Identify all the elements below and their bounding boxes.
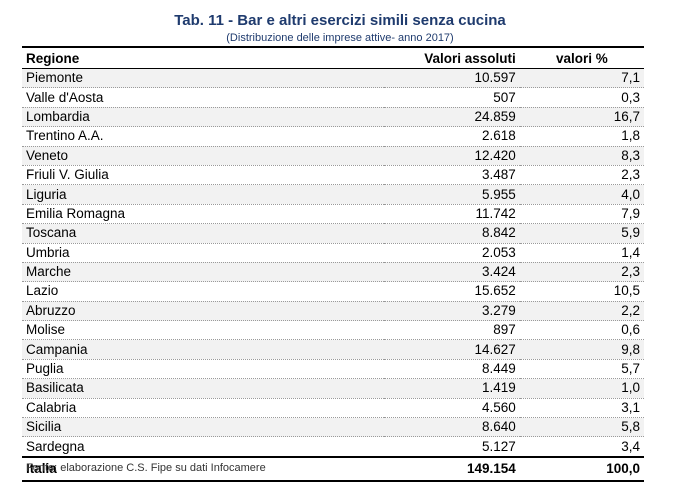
row-percent: 5,9	[519, 223, 644, 244]
table-title: Tab. 11 - Bar e altri esercizi simili se…	[174, 12, 506, 29]
row-region: Puglia	[22, 359, 384, 380]
row-percent: 1,0	[519, 378, 644, 399]
row-absolute: 2.053	[383, 243, 520, 263]
row-region: Veneto	[22, 146, 384, 166]
table-row: Molise 897 0,6	[22, 320, 644, 341]
row-absolute: 4.560	[383, 398, 520, 419]
table-row: Toscana 8.842 5,9	[22, 223, 644, 244]
row-absolute: 5.127	[383, 436, 520, 458]
row-region: Lazio	[22, 281, 384, 302]
row-percent: 0,3	[519, 87, 644, 108]
table-row: Veneto 12.420 8,3	[22, 146, 644, 166]
row-region: Friuli V. Giulia	[22, 165, 384, 186]
row-region: Marche	[22, 262, 384, 283]
row-percent: 7,1	[519, 68, 644, 89]
row-absolute: 11.742	[383, 204, 520, 225]
total-absolute: 149.154	[383, 455, 520, 482]
total-row: Italia 149.154 100,0	[22, 455, 644, 482]
row-region: Umbria	[22, 243, 384, 263]
row-region: Emilia Romagna	[22, 204, 384, 225]
row-percent: 9,8	[519, 339, 644, 360]
row-percent: 1,4	[519, 243, 644, 263]
row-absolute: 3.279	[383, 301, 520, 322]
row-region: Sardegna	[22, 436, 384, 458]
row-absolute: 5.955	[383, 184, 520, 205]
row-percent: 5,7	[519, 359, 644, 380]
table-row: Lazio 15.652 10,5	[22, 281, 644, 302]
table-row: Puglia 8.449 5,7	[22, 359, 644, 380]
row-absolute: 3.424	[383, 262, 520, 283]
row-percent: 2,2	[519, 301, 644, 322]
table-row: Emilia Romagna 11.742 7,9	[22, 204, 644, 225]
table-row: Calabria 4.560 3,1	[22, 398, 644, 419]
total-percent: 100,0	[519, 455, 644, 482]
row-absolute: 24.859	[383, 107, 520, 128]
table-row: Valle d'Aosta 507 0,3	[22, 87, 644, 108]
row-absolute: 10.597	[383, 68, 520, 89]
table-row: Trentino A.A. 2.618 1,8	[22, 126, 644, 147]
total-region: Italia	[22, 455, 384, 482]
row-region: Valle d'Aosta	[22, 87, 384, 108]
row-percent: 8,3	[519, 146, 644, 166]
row-region: Campania	[22, 339, 384, 360]
row-percent: 1,8	[519, 126, 644, 147]
row-percent: 2,3	[519, 165, 644, 186]
table-row: Basilicata 1.419 1,0	[22, 378, 644, 399]
table-row: Friuli V. Giulia 3.487 2,3	[22, 165, 644, 186]
row-percent: 2,3	[519, 262, 644, 283]
row-percent: 16,7	[519, 107, 644, 128]
row-region: Molise	[22, 320, 384, 341]
row-absolute: 8.449	[383, 359, 520, 380]
row-absolute: 14.627	[383, 339, 520, 360]
row-region: Piemonte	[22, 68, 384, 89]
row-region: Calabria	[22, 398, 384, 419]
row-region: Abruzzo	[22, 301, 384, 322]
table-row: Sicilia 8.640 5,8	[22, 417, 644, 438]
table-row: Umbria 2.053 1,4	[22, 243, 644, 263]
table-row: Lombardia 24.859 16,7	[22, 107, 644, 128]
row-absolute: 897	[383, 320, 520, 341]
row-percent: 7,9	[519, 204, 644, 225]
row-absolute: 12.420	[383, 146, 520, 166]
table-row: Piemonte 10.597 7,1	[22, 68, 644, 89]
row-region: Sicilia	[22, 417, 384, 438]
row-percent: 3,1	[519, 398, 644, 419]
row-region: Liguria	[22, 184, 384, 205]
row-absolute: 8.640	[383, 417, 520, 438]
row-percent: 0,6	[519, 320, 644, 341]
table-row: Marche 3.424 2,3	[22, 262, 644, 283]
row-region: Trentino A.A.	[22, 126, 384, 147]
row-absolute: 3.487	[383, 165, 520, 186]
table-row: Abruzzo 3.279 2,2	[22, 301, 644, 322]
table-row: Campania 14.627 9,8	[22, 339, 644, 360]
row-absolute: 2.618	[383, 126, 520, 147]
table-subtitle: (Distribuzione delle imprese attive- ann…	[226, 32, 454, 44]
header-region: Regione	[22, 46, 384, 69]
table-body: Piemonte 10.597 7,1 Valle d'Aosta 507 0,3 Lomb…	[22, 68, 644, 458]
row-absolute: 15.652	[383, 281, 520, 302]
header-percent: valori %	[519, 46, 644, 69]
row-region: Toscana	[22, 223, 384, 244]
table-row: Liguria 5.955 4,0	[22, 184, 644, 205]
source-note: Fonte: elaborazione C.S. Fipe su dati In…	[26, 462, 266, 474]
row-percent: 3,4	[519, 436, 644, 458]
row-percent: 5,8	[519, 417, 644, 438]
row-absolute: 1.419	[383, 378, 520, 399]
header-row: Regione Valori assoluti valori %	[22, 46, 644, 69]
regions-table: Regione Valori assoluti valori % Piemont…	[22, 46, 644, 482]
row-absolute: 8.842	[383, 223, 520, 244]
row-absolute: 507	[383, 87, 520, 108]
row-percent: 10,5	[519, 281, 644, 302]
row-percent: 4,0	[519, 184, 644, 205]
table-row: Sardegna 5.127 3,4	[22, 436, 644, 458]
row-region: Basilicata	[22, 378, 384, 399]
header-absolute: Valori assoluti	[383, 46, 520, 69]
row-region: Lombardia	[22, 107, 384, 128]
